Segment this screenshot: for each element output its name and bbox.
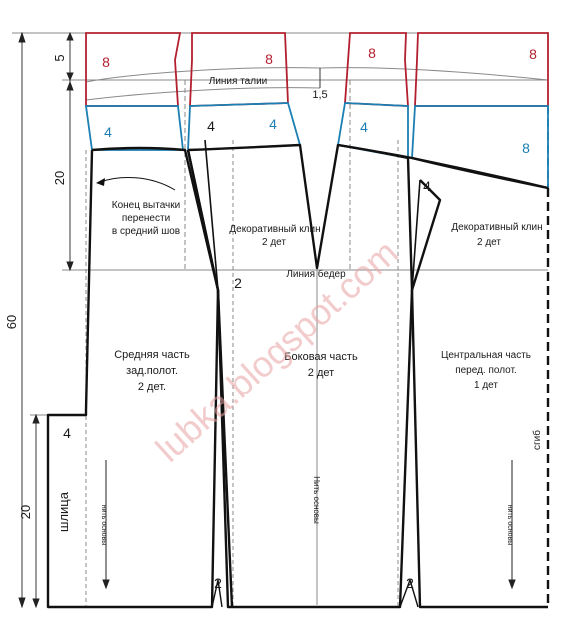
step-2-c: 2 (406, 575, 414, 591)
side-line2: 2 дет (308, 367, 334, 379)
yoke-piece-4 (414, 32, 549, 107)
grain-right-label: нить основы (506, 505, 513, 545)
slit-4: 4 (63, 425, 71, 441)
slit-label: шлица (56, 491, 71, 532)
front-center-line1: Центральная часть (441, 350, 531, 361)
blue-band-pieces (84, 102, 549, 190)
dart-note-line3: в средний шов (112, 226, 180, 237)
grain-left-label: нить основы (100, 505, 107, 545)
dim-waist-offset: 1,5 (312, 89, 327, 101)
dim-yoke: 5 (52, 54, 67, 61)
yoke-piece-3 (344, 32, 409, 107)
fold-label: сгиб (531, 430, 543, 450)
back-middle-line1: Средняя часть (114, 349, 190, 361)
dim-slit-length: 20 (18, 505, 33, 519)
dart-note-line2: перенести (122, 213, 170, 224)
deco-wedge-left-line1: Декоративный клин (229, 224, 320, 235)
dim-total-length: 60 (4, 315, 19, 329)
front-center-line3: 1 дет (474, 380, 498, 391)
red-8-b: 8 (265, 51, 273, 67)
red-8-c: 8 (368, 45, 376, 61)
yoke-piece-2 (189, 32, 289, 107)
blue-4-a: 4 (104, 124, 112, 140)
deco-wedge-left-line2: 2 дет (262, 237, 286, 248)
yoke-piece-1 (85, 32, 182, 107)
back-middle-line3: 2 дет. (138, 381, 166, 393)
grain-arrows (102, 460, 516, 590)
dart-note-line1: Конец вытачки (112, 200, 180, 211)
red-8-a: 8 (102, 54, 110, 70)
blue-8: 8 (522, 140, 530, 156)
front-center-line2: перед. полот. (455, 365, 517, 376)
deco-wedge-right-line2: 2 дет (477, 237, 501, 248)
deco-wedge-right-line1: Декоративный клин (451, 222, 542, 233)
guide-lines (12, 32, 549, 608)
dart-4-b: 4 (423, 178, 431, 194)
blue-4-c: 4 (360, 119, 368, 135)
dart-4-a: 4 (207, 118, 215, 134)
step-2-b: 2 (214, 575, 222, 591)
back-middle-outline (46, 146, 220, 609)
band-piece-1 (84, 105, 185, 151)
back-middle-line2: зад.полот. (126, 365, 178, 377)
dart-note-arrow (99, 177, 176, 191)
deco-wedge-right (410, 179, 442, 291)
dim-hip-depth: 20 (52, 171, 67, 185)
hip-line-label: Линия бедер (286, 268, 346, 280)
side-line1: Боковая часть (284, 351, 358, 363)
waist-line-label: Линия талии (209, 76, 268, 87)
blue-4-b: 4 (269, 116, 277, 132)
grain-mid-label: Нить основы (312, 476, 321, 524)
dimension-lines (18, 31, 321, 609)
step-2-a: 2 (234, 275, 242, 291)
red-8-d: 8 (529, 46, 537, 62)
pattern-outline (46, 139, 550, 609)
